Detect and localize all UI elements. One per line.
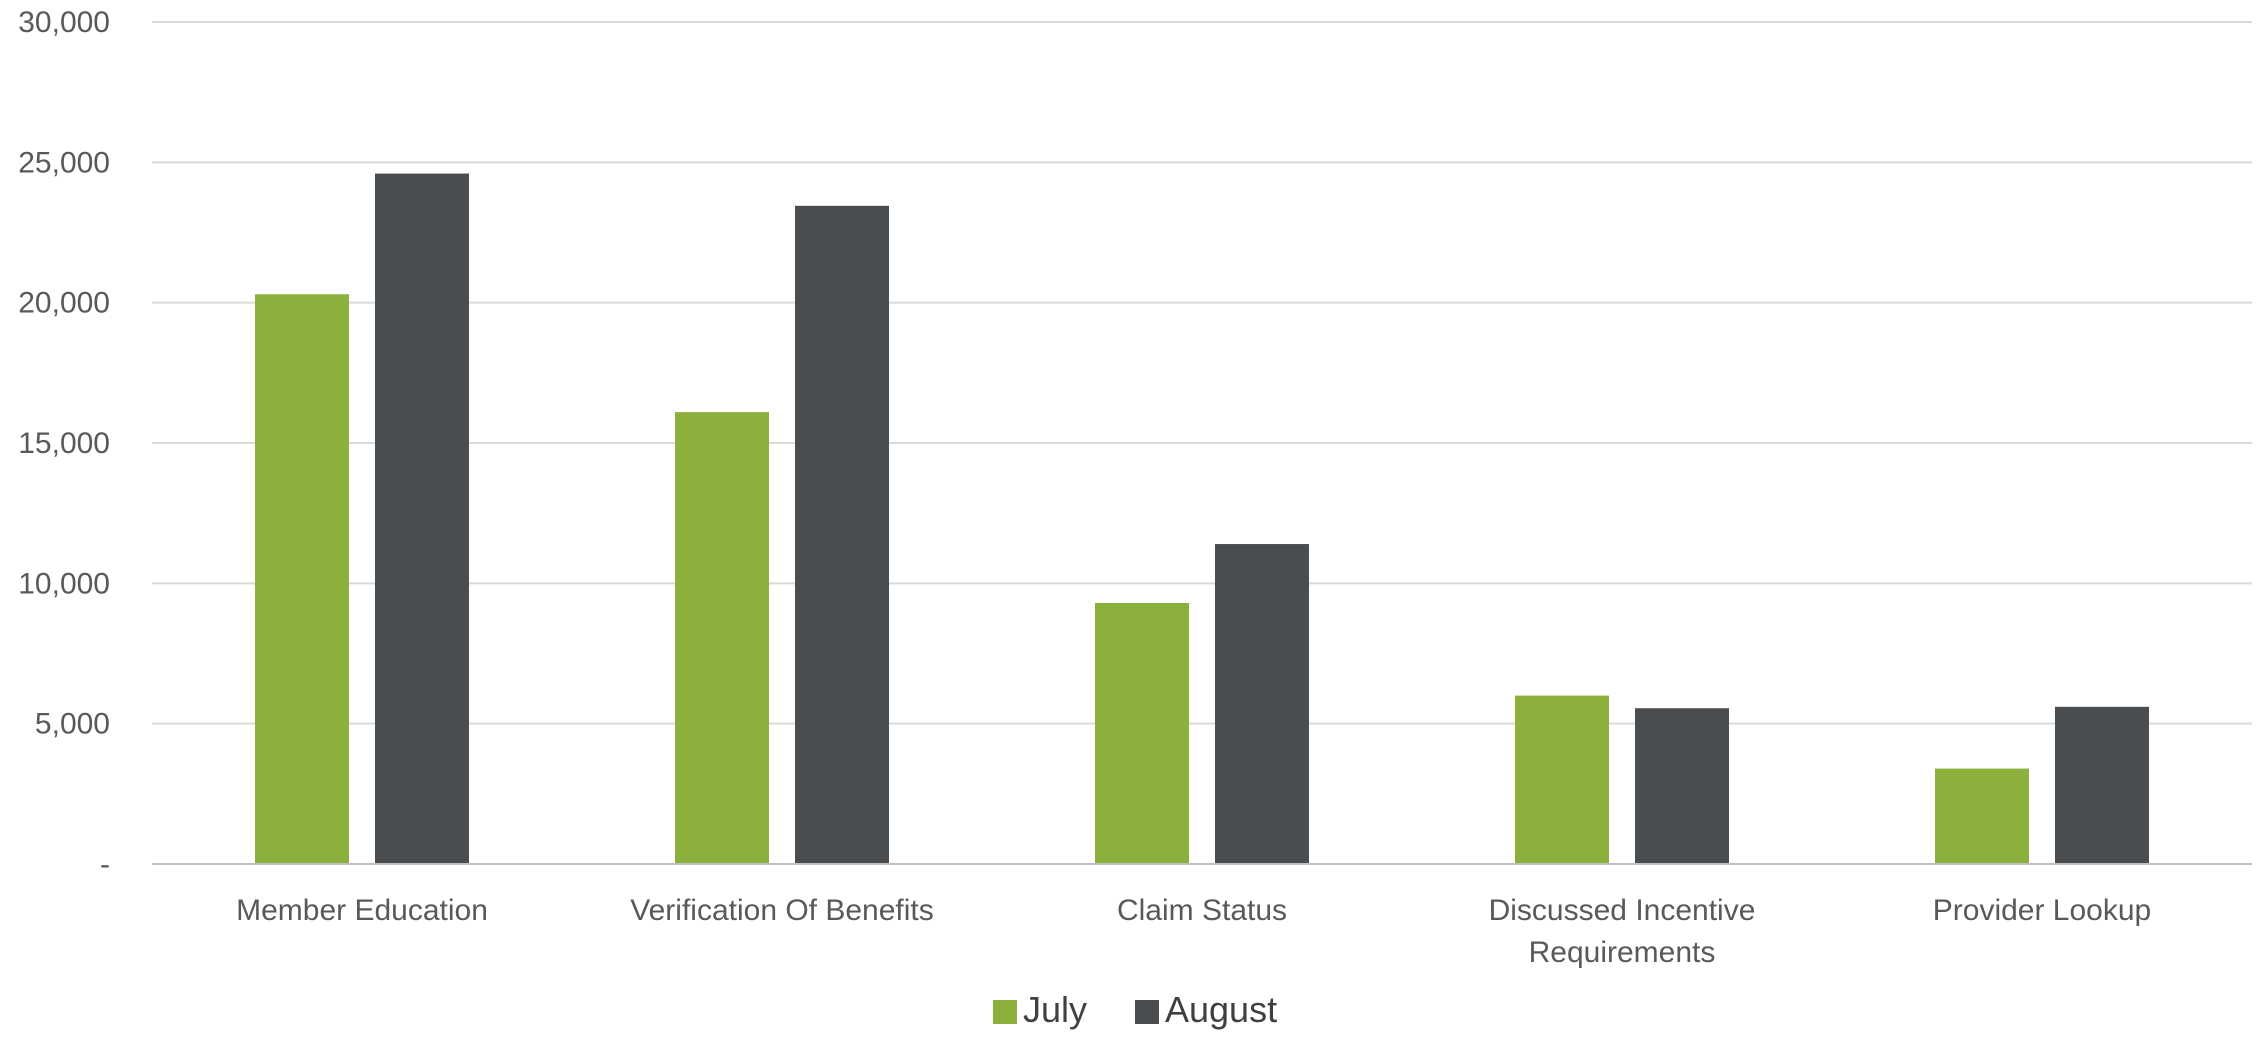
y-tick-label: 20,000	[18, 287, 110, 320]
x-category-label: Discussed Incentive	[1489, 894, 1756, 927]
legend: July August	[993, 989, 1277, 1030]
bar-july-4	[1935, 768, 2029, 864]
bar-august-0	[375, 173, 469, 864]
y-tick-label: -	[100, 848, 110, 881]
bar-july-3	[1515, 695, 1609, 864]
x-axis-category-labels: Member Education Verification Of Benefits…	[236, 894, 2151, 969]
bar-august-1	[795, 205, 889, 864]
y-tick-label: 30,000	[18, 6, 110, 39]
y-tick-label: 25,000	[18, 146, 110, 179]
x-category-label: Claim Status	[1117, 894, 1287, 927]
x-category-label: Member Education	[236, 894, 488, 927]
y-axis-tick-labels: - 5,000 10,000 15,000 20,000 25,000 30,000	[18, 6, 110, 881]
x-category-label: Requirements	[1529, 936, 1716, 969]
bar-august-4	[2055, 706, 2149, 864]
legend-swatch-july	[993, 1000, 1017, 1024]
y-tick-label: 15,000	[18, 427, 110, 460]
x-category-label: Provider Lookup	[1933, 894, 2151, 927]
legend-label-july: July	[1023, 989, 1087, 1030]
bar-july-2	[1095, 602, 1189, 864]
bar-august-3	[1635, 708, 1729, 864]
y-tick-label: 5,000	[35, 708, 110, 741]
legend-swatch-august	[1135, 1000, 1159, 1024]
bar-august-2	[1215, 544, 1309, 864]
gridlines	[152, 21, 2252, 725]
legend-label-august: August	[1165, 989, 1277, 1030]
x-category-label: Verification Of Benefits	[630, 894, 934, 927]
bar-july-0	[255, 294, 349, 864]
y-tick-label: 10,000	[18, 567, 110, 600]
bars	[255, 173, 2149, 864]
bar-july-1	[675, 412, 769, 864]
